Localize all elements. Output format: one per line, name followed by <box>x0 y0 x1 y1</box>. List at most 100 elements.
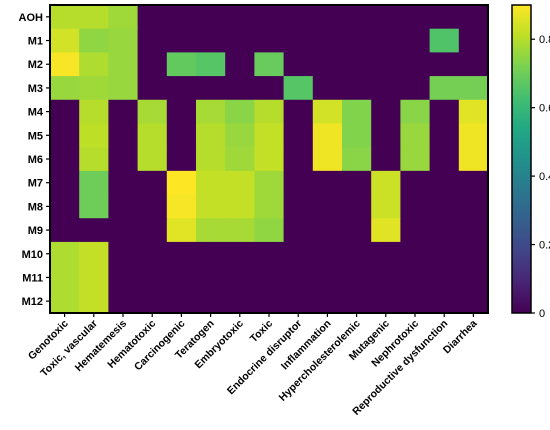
heatmap-cell-m9-12 <box>400 218 431 243</box>
heatmap-cell-m9-0 <box>50 218 80 243</box>
heatmap-cell-m12-6 <box>225 289 255 314</box>
colorbar-tick-label: 0.6 <box>539 103 550 115</box>
heatmap-cell-m8-11 <box>371 194 401 219</box>
heatmap-cell-m11-1 <box>79 265 109 290</box>
heatmap-cell-m7-5 <box>196 170 226 196</box>
heatmap-cell-m9-3 <box>137 218 168 243</box>
heatmap-cell-m7-8 <box>283 170 314 196</box>
heatmap-cell-m8-9 <box>312 194 343 219</box>
heatmap-cell-m4-10 <box>342 99 372 125</box>
heatmap-cell-m8-0 <box>50 194 80 219</box>
heatmap-cell-m1-12 <box>400 28 431 53</box>
heatmap-cell-m2-11 <box>371 52 401 77</box>
heatmap-cell-m9-6 <box>225 218 255 243</box>
heatmap-cell-m3-4 <box>166 76 197 101</box>
heatmap-cell-m3-0 <box>50 76 80 101</box>
heatmap-cell-m11-14 <box>458 265 489 290</box>
heatmap-cell-m1-1 <box>79 28 109 53</box>
heatmap-cell-m9-13 <box>429 218 460 243</box>
heatmap-cell-m3-14 <box>458 76 489 101</box>
heatmap-cell-m11-6 <box>225 265 255 290</box>
heatmap-cell-m5-14 <box>458 123 489 148</box>
heatmap-cell-m1-0 <box>50 28 80 53</box>
heatmap-cell-m2-10 <box>342 52 372 77</box>
heatmap-cell-m4-1 <box>79 99 109 125</box>
row-label-m2: M2 <box>28 59 43 71</box>
heatmap-cell-m7-9 <box>312 170 343 196</box>
heatmap-cell-m7-11 <box>371 170 401 196</box>
heatmap-cell-m12-9 <box>312 289 343 314</box>
heatmap-cell-m4-2 <box>108 99 139 125</box>
row-label-m12: M12 <box>22 296 43 308</box>
heatmap-cell-m12-4 <box>166 289 197 314</box>
heatmap-cell-aoh-12 <box>400 5 431 30</box>
heatmap-cell-m6-13 <box>429 147 460 172</box>
heatmap-cell-m2-2 <box>108 52 139 77</box>
heatmap-cell-m1-11 <box>371 28 401 53</box>
heatmap-cell-m1-4 <box>166 28 197 53</box>
heatmap-cell-m11-3 <box>137 265 168 290</box>
heatmap-cell-m9-5 <box>196 218 226 243</box>
heatmap-cell-m5-5 <box>196 123 226 148</box>
heatmap-cell-m1-2 <box>108 28 139 53</box>
heatmap-cell-m5-2 <box>108 123 139 148</box>
heatmap-cell-aoh-6 <box>225 5 255 30</box>
row-label-aoh: AOH <box>19 12 44 24</box>
heatmap-cell-m2-7 <box>254 52 285 77</box>
heatmap-cell-m1-8 <box>283 28 314 53</box>
heatmap-cell-m4-7 <box>254 99 285 125</box>
heatmap-cell-m6-9 <box>312 147 343 172</box>
heatmap-cell-m6-2 <box>108 147 139 172</box>
heatmap-cell-m10-1 <box>79 241 109 267</box>
heatmap-cell-m9-1 <box>79 218 109 243</box>
heatmap-cell-m10-3 <box>137 241 168 267</box>
heatmap-cell-m10-14 <box>458 241 489 267</box>
heatmap-cell-m3-9 <box>312 76 343 101</box>
heatmap-cell-m9-8 <box>283 218 314 243</box>
heatmap-cell-m11-11 <box>371 265 401 290</box>
heatmap-cell-m11-4 <box>166 265 197 290</box>
heatmap-cell-m3-6 <box>225 76 255 101</box>
heatmap-cell-m12-1 <box>79 289 109 314</box>
heatmap-cell-aoh-4 <box>166 5 197 30</box>
heatmap-cell-m6-12 <box>400 147 431 172</box>
column-label-7: Toxic <box>248 318 275 345</box>
heatmap-cell-m6-6 <box>225 147 255 172</box>
colorbar-tick-label: 0.2 <box>539 240 550 252</box>
colorbar-tick-label: 0 <box>539 308 545 320</box>
heatmap-cell-m10-6 <box>225 241 255 267</box>
heatmap-cell-m1-13 <box>429 28 460 53</box>
heatmap-cell-m6-4 <box>166 147 197 172</box>
heatmap-cell-m10-5 <box>196 241 226 267</box>
heatmap-cell-m2-9 <box>312 52 343 77</box>
heatmap-cell-m8-4 <box>166 194 197 219</box>
row-label-m3: M3 <box>28 83 43 95</box>
heatmap-cell-m9-4 <box>166 218 197 243</box>
heatmap-cell-m5-10 <box>342 123 372 148</box>
heatmap-cell-m4-5 <box>196 99 226 125</box>
heatmap-cell-m10-10 <box>342 241 372 267</box>
heatmap-cell-m4-8 <box>283 99 314 125</box>
heatmap-cell-m12-2 <box>108 289 139 314</box>
heatmap-cell-aoh-9 <box>312 5 343 30</box>
heatmap-cell-m3-2 <box>108 76 139 101</box>
heatmap-cell-m6-5 <box>196 147 226 172</box>
heatmap-cell-aoh-2 <box>108 5 139 30</box>
heatmap-cell-m9-7 <box>254 218 285 243</box>
colorbar-tick-label: 0.4 <box>539 171 550 183</box>
heatmap-cell-m7-13 <box>429 170 460 196</box>
heatmap-cell-m8-2 <box>108 194 139 219</box>
heatmap-cell-m5-3 <box>137 123 168 148</box>
heatmap-cell-m12-14 <box>458 289 489 314</box>
heatmap-cell-m10-13 <box>429 241 460 267</box>
heatmap-cell-m1-14 <box>458 28 489 53</box>
heatmap-cell-m6-7 <box>254 147 285 172</box>
heatmap-cell-m2-12 <box>400 52 431 77</box>
heatmap-cell-m7-10 <box>342 170 372 196</box>
heatmap-cell-m12-7 <box>254 289 285 314</box>
heatmap-cell-m8-3 <box>137 194 168 219</box>
heatmap-cell-aoh-1 <box>79 5 109 30</box>
heatmap-cell-m10-4 <box>166 241 197 267</box>
heatmap-cell-m2-3 <box>137 52 168 77</box>
